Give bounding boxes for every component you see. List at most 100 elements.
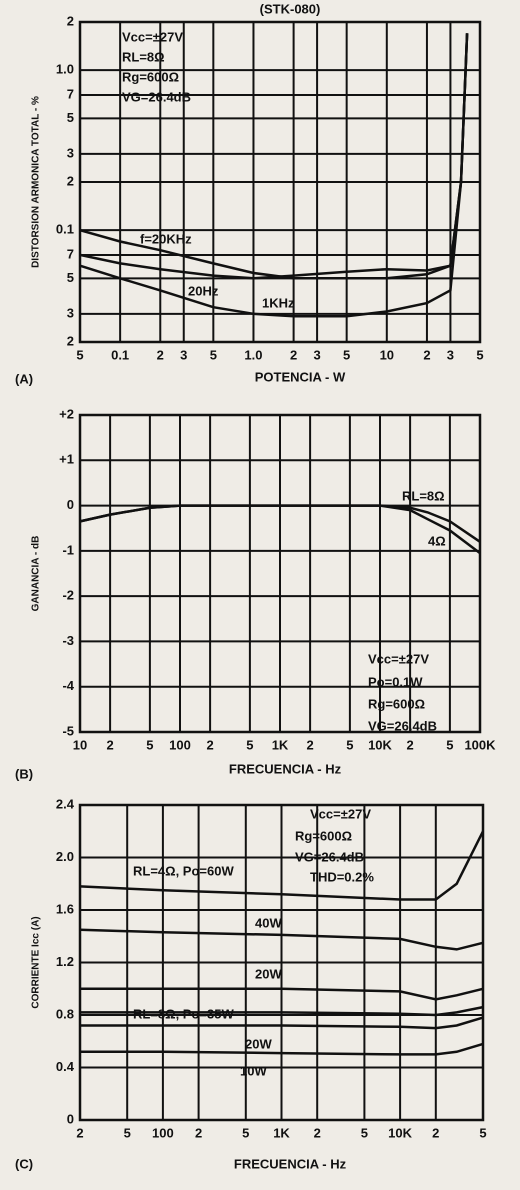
annotation: Vcc=±27V xyxy=(310,806,371,821)
x-tick-label: 2 xyxy=(432,1125,439,1140)
annotation: THD=0.2% xyxy=(310,869,374,884)
series-line xyxy=(80,987,484,1001)
x-tick-label: 2 xyxy=(290,347,297,362)
x-tick-label: 2 xyxy=(423,347,430,362)
y-axis-label: CORRIENTE Icc (A) xyxy=(31,916,42,1008)
x-tick-label: 1K xyxy=(272,737,289,752)
series-label: 40W xyxy=(255,915,282,930)
series-line xyxy=(80,1005,484,1017)
x-tick-label: 10K xyxy=(388,1125,412,1140)
series-line xyxy=(79,33,469,280)
x-tick-label: 0.1 xyxy=(111,347,129,362)
y-tick-label: 3 xyxy=(67,145,74,160)
x-tick-label: 10 xyxy=(73,737,87,752)
y-tick-label: 2.4 xyxy=(56,796,75,811)
x-tick-label: 3 xyxy=(180,347,187,362)
y-axis-label: DISTORSION ARMONICA TOTAL - % xyxy=(31,96,42,268)
annotation: VG=26.4dB xyxy=(122,89,191,104)
y-tick-label: 2 xyxy=(67,333,74,348)
x-tick-label: 5 xyxy=(146,737,153,752)
panel-label: (A) xyxy=(15,371,33,386)
x-tick-label: 5 xyxy=(446,737,453,752)
x-axis-label: POTENCIA - W xyxy=(255,369,346,384)
x-tick-label: 5 xyxy=(479,1125,486,1140)
y-tick-label: +2 xyxy=(59,406,74,421)
y-tick-label: 7 xyxy=(67,246,74,261)
y-tick-label: 2 xyxy=(67,13,74,28)
y-tick-label: 5 xyxy=(67,270,74,285)
x-tick-label: 5 xyxy=(210,347,217,362)
y-tick-label: 2 xyxy=(67,173,74,188)
series-label: 20W xyxy=(255,966,282,981)
x-tick-label: 2 xyxy=(206,737,213,752)
x-tick-label: 3 xyxy=(447,347,454,362)
y-tick-label: -3 xyxy=(62,633,74,648)
x-tick-label: 5 xyxy=(76,347,83,362)
annotation: Rg=600Ω xyxy=(368,696,425,711)
x-axis-label: FRECUENCIA - Hz xyxy=(234,1156,347,1171)
series-label: RL=4Ω, Po=60W xyxy=(133,863,234,878)
x-tick-label: 2 xyxy=(106,737,113,752)
y-tick-label: +1 xyxy=(59,452,74,467)
panel-label: (C) xyxy=(15,1156,33,1171)
x-tick-label: 2 xyxy=(306,737,313,752)
chart-title: (STK-080) xyxy=(260,1,321,16)
y-tick-label: 1.0 xyxy=(56,62,74,77)
x-axis-label: FRECUENCIA - Hz xyxy=(229,761,342,776)
x-tick-label: 2 xyxy=(314,1125,321,1140)
y-tick-label: 0.1 xyxy=(56,222,74,237)
series-label: 20Hz xyxy=(188,283,219,298)
annotation: Rg=600Ω xyxy=(122,69,179,84)
y-tick-label: 1.2 xyxy=(56,954,74,969)
y-tick-label: 2.0 xyxy=(56,849,74,864)
annotation: Po=0.1W xyxy=(368,674,423,689)
series-line xyxy=(80,1042,484,1056)
series-label: 10W xyxy=(240,1063,267,1078)
y-tick-label: 0 xyxy=(67,1111,74,1126)
y-tick-label: 0.8 xyxy=(56,1006,74,1021)
y-axis-label: GANANCIA - dB xyxy=(31,536,42,612)
panel-label: (B) xyxy=(15,766,33,781)
x-tick-label: 1.0 xyxy=(244,347,262,362)
series-line xyxy=(79,830,485,901)
annotation: Rg=600Ω xyxy=(295,828,352,843)
series-label: f=20KHz xyxy=(140,231,192,246)
y-tick-label: 5 xyxy=(67,110,74,125)
x-tick-label: 10 xyxy=(380,347,394,362)
series-label: RL=8Ω xyxy=(402,488,445,503)
y-tick-label: -5 xyxy=(62,723,74,738)
x-tick-label: 5 xyxy=(124,1125,131,1140)
series-label: 4Ω xyxy=(428,533,446,548)
x-tick-label: 5 xyxy=(476,347,483,362)
y-tick-label: 0 xyxy=(67,497,74,512)
series-label: 20W xyxy=(245,1036,272,1051)
y-tick-label: 3 xyxy=(67,305,74,320)
x-tick-label: 5 xyxy=(343,347,350,362)
x-tick-label: 3 xyxy=(313,347,320,362)
annotation: Vcc=±27V xyxy=(122,29,183,44)
x-tick-label: 2 xyxy=(406,737,413,752)
x-tick-label: 5 xyxy=(242,1125,249,1140)
x-tick-label: 100K xyxy=(464,737,496,752)
series-line xyxy=(79,33,469,318)
x-tick-label: 10K xyxy=(368,737,392,752)
annotation: VG=26.4dB xyxy=(368,718,437,733)
y-tick-label: 7 xyxy=(67,86,74,101)
series-line xyxy=(80,1016,484,1030)
series-label: 1KHz xyxy=(262,295,295,310)
annotation: Vcc=±27V xyxy=(368,651,429,666)
x-tick-label: 100 xyxy=(169,737,191,752)
y-tick-label: -4 xyxy=(62,678,74,693)
y-tick-label: -2 xyxy=(62,588,74,603)
x-tick-label: 5 xyxy=(246,737,253,752)
series-line xyxy=(79,928,484,951)
x-tick-label: 5 xyxy=(346,737,353,752)
annotation: RL=8Ω xyxy=(122,49,165,64)
y-tick-label: 1.6 xyxy=(56,901,74,916)
series-line xyxy=(79,504,481,555)
x-tick-label: 100 xyxy=(152,1125,174,1140)
y-tick-label: -1 xyxy=(62,542,74,557)
series-label: RL=8Ω, Po=35W xyxy=(133,1006,234,1021)
